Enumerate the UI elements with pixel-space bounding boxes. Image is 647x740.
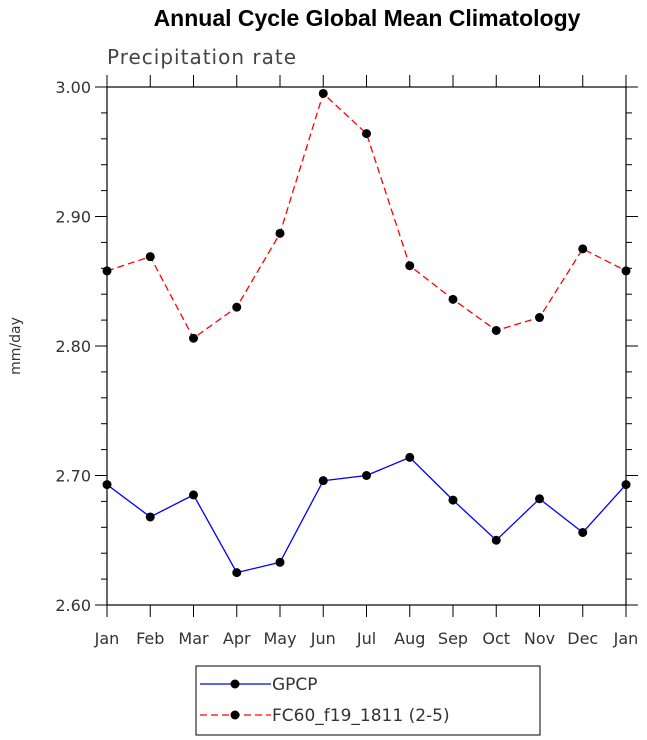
x-tick-labels: Jan Feb Mar Apr May Jun Jul Aug Sep Oct Nov Dec Jan: [94, 629, 639, 648]
data-point-series-1: [318, 88, 328, 98]
legend-marker-1: [230, 710, 240, 720]
x-tick-label: Jun: [310, 629, 336, 648]
y-tick-label: 2.70: [55, 467, 91, 486]
y-tick-label: 2.60: [55, 596, 91, 615]
axis-ticks: [95, 75, 638, 617]
legend-marker-0: [230, 679, 240, 689]
y-tick-labels: 2.60 2.70 2.80 2.90 3.00: [55, 78, 91, 615]
data-point-series-0: [362, 471, 371, 480]
x-tick-label: Jan: [94, 629, 120, 648]
data-point-series-0: [275, 557, 285, 567]
data-point-series-0: [405, 452, 415, 462]
legend-label-0: GPCP: [272, 675, 318, 695]
data-point-series-1: [578, 244, 588, 254]
plot-frame: [106, 86, 627, 606]
x-tick-label: Jul: [356, 629, 376, 648]
data-point-series-0: [318, 476, 328, 486]
x-tick-label: Jan: [613, 629, 639, 648]
legend-label-1: FC60_f19_1811 (2-5): [272, 706, 450, 726]
chart-subtitle: Precipitation rate: [107, 45, 297, 69]
data-point-series-1: [448, 294, 458, 304]
x-tick-label: Aug: [394, 629, 425, 648]
series-layer: [102, 88, 631, 578]
legend: GPCP FC60_f19_1811 (2-5): [195, 665, 541, 736]
data-point-series-1: [405, 261, 415, 271]
data-point-series-1: [232, 302, 242, 312]
y-tick-label: 3.00: [55, 78, 91, 97]
data-point-series-0: [621, 480, 631, 490]
x-tick-label: Apr: [223, 629, 251, 648]
data-point-series-0: [145, 512, 155, 522]
x-tick-label: Oct: [482, 629, 510, 648]
y-tick-label: 2.80: [55, 337, 91, 356]
x-tick-label: May: [263, 629, 296, 648]
data-point-series-1: [362, 129, 371, 139]
data-point-series-1: [275, 228, 285, 238]
x-tick-label: Feb: [136, 629, 164, 648]
data-point-series-0: [535, 494, 544, 504]
x-tick-label: Nov: [524, 629, 555, 648]
data-point-series-1: [535, 313, 544, 323]
data-point-series-0: [102, 480, 112, 490]
data-point-series-0: [232, 568, 242, 578]
x-tick-label: Mar: [178, 629, 209, 648]
x-tick-label: Sep: [438, 629, 468, 648]
data-point-series-0: [189, 490, 198, 500]
x-tick-label: Dec: [567, 629, 598, 648]
data-point-series-0: [491, 535, 501, 545]
data-point-series-1: [621, 266, 631, 276]
data-point-series-1: [491, 325, 501, 335]
y-axis-label: mm/day: [8, 317, 24, 375]
y-tick-label: 2.90: [55, 208, 91, 227]
data-point-series-0: [448, 495, 458, 505]
data-point-series-1: [145, 252, 155, 262]
data-point-series-1: [189, 333, 198, 343]
chart-title: Annual Cycle Global Mean Climatology: [154, 5, 581, 31]
legend-box: [195, 665, 541, 736]
data-point-series-0: [578, 527, 588, 537]
data-point-series-1: [102, 266, 112, 276]
